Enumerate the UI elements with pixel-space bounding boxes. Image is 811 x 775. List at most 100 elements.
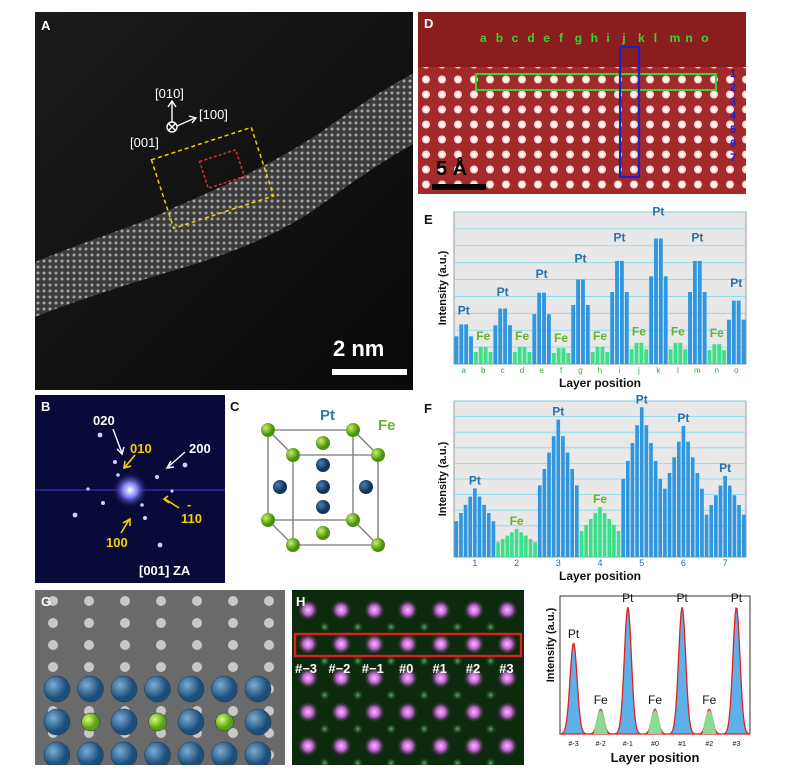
row-numbers: 1 2 3 4 5 6 7 — [730, 68, 737, 164]
col-label-l: l — [654, 31, 657, 45]
peak-label-m: Pt — [691, 230, 703, 244]
panel-h: #−3 #−2 #−1 #0 #1 #2 #3 H — [292, 590, 524, 769]
chart-e: a Pt b Fe c Pt d Fe e Pt f Fe g Pt h Fe i Pt j Fe k Pt l Fe m Pt n… — [437, 205, 747, 390]
tick-m: m — [694, 366, 701, 375]
bar-4 — [584, 524, 588, 557]
dir-010: [010] — [155, 86, 184, 101]
bar-3 — [565, 452, 570, 557]
tick-a: a — [462, 366, 467, 375]
pt-atom — [211, 675, 238, 703]
bar-7 — [704, 514, 709, 557]
spot-100: 100 — [106, 535, 128, 550]
zone-axis: [001] ZA — [139, 563, 191, 578]
bar-6 — [676, 441, 681, 557]
row-label-5: 5 — [730, 124, 736, 136]
panel-label-e: E — [424, 212, 433, 227]
tick-2: #-1 — [623, 741, 633, 748]
tick-6: 6 — [681, 558, 686, 568]
fe-peak-3 — [648, 710, 662, 734]
panel-g-image — [35, 590, 285, 769]
panel-label-a: A — [41, 18, 51, 33]
bar-e — [532, 314, 537, 364]
fe-column — [351, 655, 364, 667]
bar-1 — [454, 521, 459, 557]
pt-atoms — [273, 458, 373, 514]
bar-1 — [468, 496, 473, 557]
tick-i: i — [619, 366, 621, 375]
bar-1 — [486, 512, 491, 557]
bar-d — [517, 346, 522, 364]
bar-2 — [519, 532, 524, 557]
col-label-j: j — [621, 31, 625, 45]
bar-o — [727, 319, 731, 364]
bar-m — [692, 260, 697, 364]
bar-4 — [593, 513, 598, 557]
peak-label-5: Fe — [702, 693, 716, 707]
bar-7 — [709, 504, 714, 557]
bar-5 — [635, 425, 639, 557]
pt-column — [363, 667, 386, 689]
pt-column — [363, 735, 386, 757]
peak-label-k: Pt — [652, 205, 664, 219]
bar-3 — [537, 485, 542, 557]
bar-5 — [649, 443, 653, 557]
bar-1 — [473, 488, 477, 557]
bar-6 — [686, 441, 690, 557]
bar-1 — [491, 521, 496, 557]
bar-j — [634, 342, 639, 364]
bar-2 — [510, 532, 514, 557]
fe-column — [318, 621, 331, 633]
peak-label-4: Fe — [593, 492, 607, 506]
bar-m — [697, 260, 702, 364]
tick-o: o — [734, 366, 739, 375]
bar-e — [537, 292, 542, 364]
bar-a — [469, 336, 473, 364]
peak-label-6: Pt — [677, 411, 689, 425]
bar-2 — [514, 528, 519, 557]
bar-2 — [524, 535, 528, 557]
fe-column — [451, 723, 464, 735]
peak-label-f: Fe — [554, 331, 568, 345]
fe-column — [484, 723, 497, 735]
bar-3 — [575, 485, 579, 557]
tick-5: #2 — [705, 741, 713, 748]
bar-7 — [732, 495, 737, 557]
pt-column — [396, 633, 419, 655]
bar-k — [649, 276, 654, 364]
bar-n — [707, 350, 712, 364]
panel-f: 1 Pt 2 Fe 3 Pt 4 Fe 5 Pt 6 Pt 7 Pt Intensity (a.u.) Lay… — [418, 392, 758, 585]
bar-6 — [700, 488, 704, 557]
col-label-a: a — [480, 31, 487, 45]
bar-l — [678, 342, 683, 364]
pt-atom — [43, 708, 71, 736]
fe-column — [318, 689, 331, 701]
y-axis-label: Intensity (a.u.) — [437, 250, 449, 325]
bar-a — [459, 324, 464, 364]
bar-l — [683, 349, 688, 364]
col-label-h: h — [591, 31, 598, 45]
peak-label-c: Pt — [497, 285, 509, 299]
tick-e: e — [539, 366, 544, 375]
site-label: #2 — [466, 661, 480, 676]
fe-column — [385, 723, 397, 735]
bar-4 — [612, 524, 616, 557]
crystal-structure — [261, 423, 385, 552]
panel-label-c: C — [230, 399, 240, 414]
pt-atom — [244, 675, 272, 703]
row-label-7: 7 — [730, 152, 736, 164]
bar-2 — [533, 542, 537, 557]
tick-0: #-3 — [569, 741, 579, 748]
peak-label-b: Fe — [476, 329, 490, 343]
fe-column — [418, 621, 431, 633]
fe-atom — [215, 712, 234, 732]
bar-3 — [561, 436, 565, 557]
tick-f: f — [560, 366, 563, 375]
bar-5 — [630, 443, 635, 557]
row-label-1: 1 — [730, 68, 736, 80]
fe-peak-5 — [702, 710, 717, 734]
fe-column — [351, 621, 364, 633]
spot-200: 200 — [189, 441, 211, 456]
peak-label-3: Pt — [552, 405, 564, 419]
tick-b: b — [481, 366, 486, 375]
